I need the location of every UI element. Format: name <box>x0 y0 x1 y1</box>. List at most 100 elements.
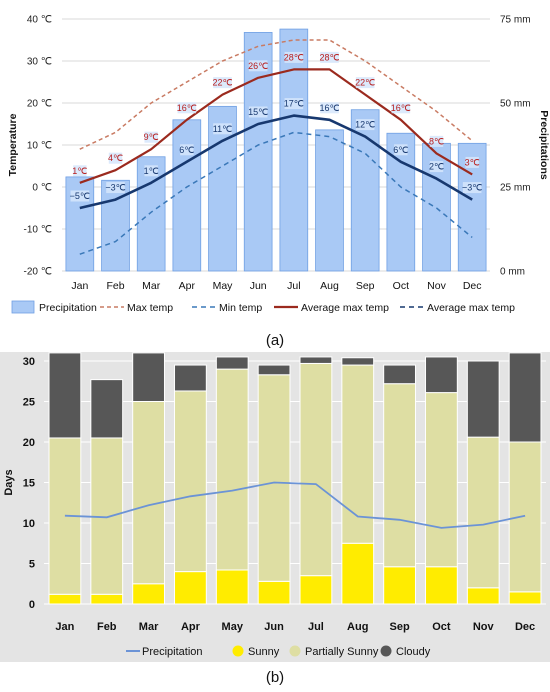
y-tick-right: 0 mm <box>500 267 525 278</box>
x-tick-label: Nov <box>473 621 495 633</box>
x-tick-label: Aug <box>347 621 368 633</box>
legend-label: Min temp <box>219 302 262 314</box>
data-label: 9℃ <box>144 132 159 142</box>
data-label: −3℃ <box>462 183 482 193</box>
data-label-bg <box>465 156 479 168</box>
x-tick-label: May <box>213 280 234 292</box>
precipitation-bar <box>350 109 380 272</box>
y-tick-left: 10 ℃ <box>27 141 52 152</box>
legend-swatch <box>11 300 35 314</box>
legend-label: Average max temp <box>427 302 515 314</box>
panel-label: (a) <box>266 332 284 349</box>
data-label-bg <box>462 182 482 194</box>
x-tick-label: Feb <box>106 280 124 292</box>
y-tick: 10 <box>23 518 35 530</box>
cloudy-bar-segment <box>257 364 291 376</box>
data-label-bg <box>144 165 158 177</box>
sunny-bar-segment <box>132 583 165 605</box>
data-label: 6℃ <box>393 145 408 155</box>
sunny-bar-segment <box>466 587 500 605</box>
data-label: 22℃ <box>212 78 232 88</box>
data-label: −5℃ <box>70 191 90 201</box>
precipitation-bar <box>422 142 451 272</box>
data-label-bg <box>73 165 87 177</box>
legend-label: Partially Sunny <box>305 646 379 658</box>
y-tick: 5 <box>29 559 35 571</box>
data-label-bg <box>284 98 304 110</box>
data-label: 2℃ <box>429 162 444 172</box>
y-tick-left: 0 ℃ <box>32 183 52 194</box>
partially-sunny-bar-segment <box>174 390 207 573</box>
y-tick-right: 75 mm <box>500 15 531 26</box>
data-label-bg <box>284 51 304 63</box>
legend-label: Average max temp <box>301 302 389 314</box>
y-tick: 25 <box>23 397 35 409</box>
data-label: 1℃ <box>144 166 159 176</box>
data-label-bg <box>248 106 268 118</box>
partially-sunny-bar-segment <box>466 436 500 589</box>
partially-sunny-bar-segment <box>383 383 416 568</box>
x-tick-label: Jul <box>308 621 324 633</box>
legend-swatch <box>380 645 392 657</box>
precipitation-bar <box>279 28 309 272</box>
data-label: 12℃ <box>355 120 375 130</box>
x-tick-label: Sep <box>389 621 409 633</box>
y-tick: 0 <box>29 599 35 611</box>
sunny-bar-segment <box>257 580 291 605</box>
partially-sunny-bar-segment <box>341 364 375 544</box>
x-tick-label: Apr <box>179 280 196 292</box>
x-tick-label: Mar <box>142 280 161 292</box>
y-tick-right: 50 mm <box>500 99 531 110</box>
sunny-bar-segment <box>508 591 542 605</box>
data-label: 16℃ <box>319 103 339 113</box>
data-label-bg <box>177 102 197 114</box>
cloudy-bar-segment <box>466 360 500 438</box>
data-label: 4℃ <box>108 153 123 163</box>
y-tick-left: -20 ℃ <box>24 267 52 278</box>
data-label-bg <box>429 161 444 173</box>
x-tick-label: May <box>222 621 244 633</box>
x-tick-label: Jan <box>55 621 74 633</box>
x-tick-label: Dec <box>515 621 535 633</box>
cloudy-bar-segment <box>508 352 542 443</box>
sunny-bar-segment <box>299 575 333 605</box>
partially-sunny-bar-segment <box>425 392 458 568</box>
partially-sunny-bar-segment <box>257 374 291 582</box>
data-label: 26℃ <box>248 61 268 71</box>
data-label: 28℃ <box>284 52 304 62</box>
sunny-bar-segment <box>215 569 249 605</box>
sunny-bar-segment <box>341 542 375 605</box>
data-label-bg <box>144 131 158 143</box>
y-tick: 15 <box>23 478 35 490</box>
data-label: 3℃ <box>465 157 480 167</box>
average-min-temp-line <box>79 114 473 210</box>
data-label: 8℃ <box>429 136 444 146</box>
cloudy-bar-segment <box>299 356 333 364</box>
precipitation-bar <box>172 119 202 272</box>
min-temp-line <box>79 131 473 255</box>
cloudy-bar-segment <box>215 356 249 370</box>
legend-label: Max temp <box>127 302 173 314</box>
data-label: 16℃ <box>177 103 197 113</box>
legend-swatch <box>232 645 244 657</box>
data-label-bg <box>355 119 375 131</box>
precipitation-line <box>64 481 526 529</box>
sunshine-days-chart: 30 25 20 15 10 5 0 Days Jan Feb Mar Apr May Jun Jul Aug… <box>0 352 550 686</box>
sunny-bar-segment <box>425 566 458 605</box>
sunny-bar-segment <box>174 571 207 605</box>
max-temp-line <box>79 39 473 150</box>
x-tick-label: Jul <box>287 280 300 292</box>
x-tick-label: Jan <box>71 280 88 292</box>
panel-label: (b) <box>266 669 284 686</box>
data-label: 15℃ <box>248 107 268 117</box>
data-label: 22℃ <box>355 78 375 88</box>
partially-sunny-bar-segment <box>215 368 249 571</box>
y-tick-left: 40 ℃ <box>27 15 52 26</box>
cloudy-bar-segment <box>132 352 165 402</box>
data-label-bg <box>391 102 411 114</box>
data-label: −3℃ <box>105 183 125 193</box>
x-tick-label: Apr <box>181 621 201 633</box>
y-tick: 20 <box>23 437 35 449</box>
legend-label: Cloudy <box>396 646 431 658</box>
